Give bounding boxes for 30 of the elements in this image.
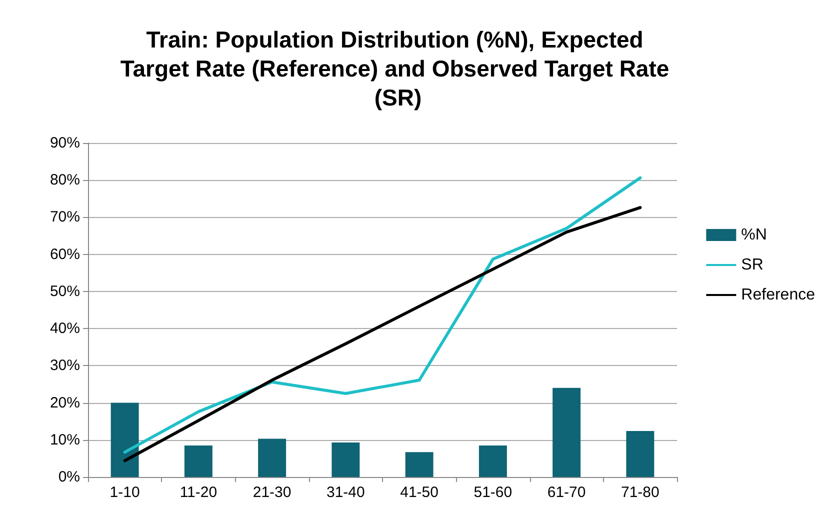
bar bbox=[405, 452, 434, 477]
y-tick-label: 10% bbox=[50, 431, 80, 448]
x-tick-label: 21-30 bbox=[252, 484, 292, 501]
y-tick-label: 70% bbox=[50, 208, 80, 226]
y-tick-label: 40% bbox=[50, 320, 80, 338]
x-tick-label: 1-10 bbox=[110, 484, 140, 501]
y-tick-label: 60% bbox=[50, 246, 80, 263]
x-tick-label: 61-70 bbox=[547, 484, 586, 501]
legend-label: %N bbox=[741, 226, 767, 244]
x-tick-label: 11-20 bbox=[180, 484, 218, 501]
y-tick-label: 30% bbox=[50, 357, 80, 374]
x-tick-label: 31-40 bbox=[326, 484, 365, 501]
y-tick-label: 50% bbox=[50, 282, 80, 300]
bar bbox=[184, 445, 212, 477]
chart-title: Train: Population Distribution (%N), Expected Target Rate (Reference) and Observed Target Rate (SR) bbox=[120, 26, 676, 110]
legend-label: SR bbox=[741, 256, 764, 274]
bar bbox=[626, 430, 654, 477]
x-tick-label: 41-50 bbox=[400, 484, 438, 501]
bar bbox=[110, 402, 139, 477]
bar bbox=[258, 438, 286, 477]
y-tick-label: 20% bbox=[50, 394, 80, 412]
y-tick-label: 90% bbox=[50, 134, 80, 152]
legend-label: Reference bbox=[741, 286, 816, 304]
x-tick-label: 51-60 bbox=[474, 484, 512, 501]
bar bbox=[332, 442, 360, 477]
bar bbox=[478, 445, 507, 477]
y-tick-label: 80% bbox=[50, 172, 80, 189]
y-tick-label: 0% bbox=[58, 468, 80, 486]
x-tick-label: 71-80 bbox=[621, 484, 660, 501]
bar bbox=[552, 388, 581, 477]
